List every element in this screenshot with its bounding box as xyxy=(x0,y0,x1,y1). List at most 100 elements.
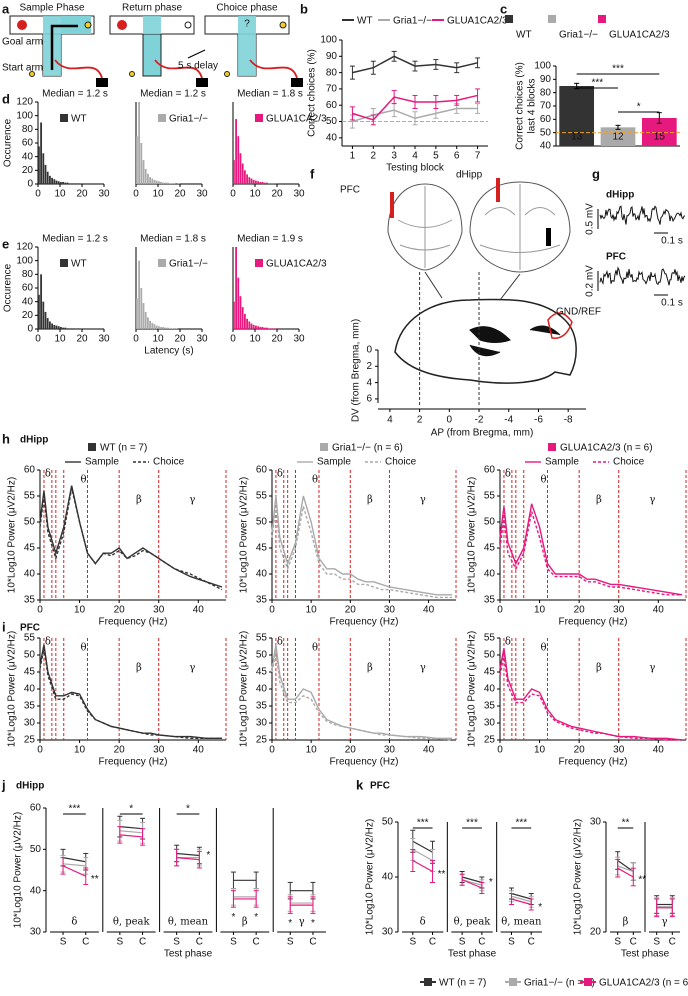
y-tick-label: 35 xyxy=(484,701,496,712)
x-tick-label: 2 xyxy=(417,415,423,426)
y-tick-label: 50 xyxy=(326,116,338,127)
x-tick-label: 0 xyxy=(133,189,139,200)
y-tick-label: 100 xyxy=(534,61,551,72)
x-axis-label: Frequency (Hz) xyxy=(99,757,168,768)
y-tick-label: 50 xyxy=(382,817,394,828)
x-tick-label: 30 xyxy=(153,605,165,616)
reward xyxy=(129,71,135,77)
group-label: β xyxy=(242,917,248,928)
group-label: Gria1−/− (n = 6) xyxy=(332,443,403,454)
band-label: γ xyxy=(420,663,426,674)
panel-title: PFC xyxy=(370,781,390,792)
spectrum-line xyxy=(39,644,223,739)
histogram-bar xyxy=(257,181,259,184)
y-tick-label: 50 xyxy=(24,517,36,528)
group-label: γ xyxy=(299,917,305,928)
y-tick-label: 90 xyxy=(540,74,552,85)
y-tick-label: 35 xyxy=(24,595,36,606)
y-axis-label: 10*Log10 Power (μV2/Hz) xyxy=(7,631,18,747)
histogram-bar xyxy=(171,183,173,184)
y-tick-label: 25 xyxy=(484,735,496,746)
x-tick-label: 30 xyxy=(613,605,625,616)
x-tick-label: S xyxy=(409,937,416,948)
histogram-bar xyxy=(241,163,244,184)
histogram-bar xyxy=(138,102,140,184)
band-label: θ xyxy=(312,475,318,486)
legend-label: WT xyxy=(71,114,87,125)
y-tick-label: 40 xyxy=(382,872,394,883)
y-tick-label: 60 xyxy=(256,465,268,476)
histogram-bar xyxy=(66,182,69,184)
trace-label: PFC xyxy=(606,252,626,263)
reward xyxy=(29,71,35,77)
histogram-bar xyxy=(173,183,176,184)
histogram-bar xyxy=(270,183,273,184)
x-tick-label: 30 xyxy=(293,334,305,345)
histogram-bar xyxy=(250,323,253,329)
group-label: δ xyxy=(420,917,426,928)
significance-label: *** xyxy=(69,804,81,815)
histogram-bar xyxy=(274,183,277,184)
y-tick-label: 6 xyxy=(366,394,372,405)
x-tick-label: 40 xyxy=(423,745,435,756)
maze-label: Goal arm xyxy=(2,37,43,48)
histogram-bar xyxy=(153,324,156,329)
histogram-bar xyxy=(62,181,64,184)
histogram-bar xyxy=(268,328,270,329)
x-tick-label: 6 xyxy=(454,151,460,162)
headstage xyxy=(96,78,108,87)
histogram-bar xyxy=(140,143,143,184)
histogram-bar xyxy=(261,181,264,184)
histogram-bar xyxy=(62,327,64,329)
y-tick-label: 4 xyxy=(366,377,372,388)
series-line xyxy=(62,865,87,877)
y-tick-label: 40 xyxy=(30,885,42,896)
band-label: γ xyxy=(189,495,195,506)
y-tick-label: 40 xyxy=(24,684,36,695)
panel-letter: k xyxy=(356,777,364,792)
x-tick-label: C xyxy=(669,937,676,948)
panel-letter: b xyxy=(300,1,308,16)
histogram-bar xyxy=(272,183,275,184)
group-label: δ xyxy=(71,917,77,928)
y-tick-label: 50 xyxy=(484,650,496,661)
histogram-bar xyxy=(259,181,262,184)
histogram-bar xyxy=(144,168,147,184)
band-label: δ xyxy=(277,469,283,480)
legend-swatch xyxy=(598,15,606,23)
panel-letter: g xyxy=(592,166,600,181)
x-tick-label: 30 xyxy=(196,334,208,345)
band-label: θ xyxy=(81,643,87,654)
coronal-section-detail xyxy=(397,186,453,268)
chart-title: Median = 1.8 s xyxy=(140,234,206,245)
x-tick-label: 0 xyxy=(269,605,275,616)
x-tick-label: 4 xyxy=(387,415,393,426)
y-tick-label: 40 xyxy=(22,296,34,307)
significance-note: ** xyxy=(638,875,646,886)
region-label: PFC xyxy=(340,185,360,196)
series-line xyxy=(119,830,143,834)
group-label: GLUA1CA2/3 (n = 6) xyxy=(560,443,653,454)
x-tick-label: 5 xyxy=(433,151,439,162)
histogram-bar xyxy=(162,182,165,184)
x-tick-label: 30 xyxy=(98,189,110,200)
legend-marker xyxy=(424,978,432,986)
bar-count: 15 xyxy=(654,132,666,143)
histogram-bar xyxy=(175,328,178,329)
y-tick-label: 20 xyxy=(590,927,602,938)
x-tick-label: 10 xyxy=(534,605,546,616)
x-axis-label: Test phase xyxy=(621,949,670,960)
legend-marker xyxy=(584,978,592,986)
histogram-bar xyxy=(266,327,268,329)
legend-swatch xyxy=(548,15,556,23)
x-tick-label: 20 xyxy=(271,334,283,345)
x-tick-label: 30 xyxy=(613,745,625,756)
y-tick-label: 55 xyxy=(256,633,268,644)
histogram-bar xyxy=(263,182,266,184)
y-tick-label: 0 xyxy=(27,179,33,190)
y-tick-label: 20 xyxy=(22,310,34,321)
y-tick-label: 50 xyxy=(30,844,42,855)
band-label: β xyxy=(596,663,602,674)
x-tick-label: -8 xyxy=(564,415,573,426)
chart-title: Median = 1.2 s xyxy=(140,89,206,100)
